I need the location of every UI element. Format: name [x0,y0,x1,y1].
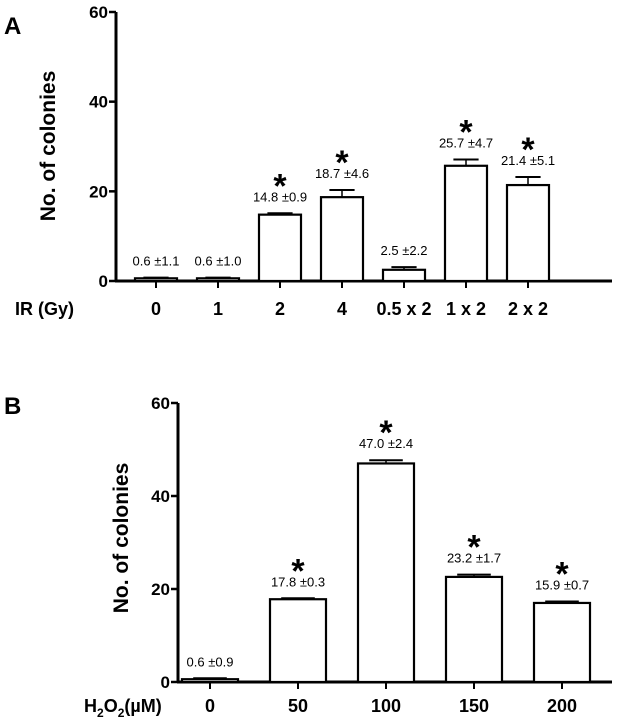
panel-b-category-label: 200 [547,696,577,716]
panel-b-bar [444,575,504,684]
panel-a-bar [381,268,427,283]
panel-a-bar [257,213,303,283]
panel-b-y-tick-label: 40 [151,487,170,506]
panel-b-bar [268,598,328,684]
panel-a-significance-star: * [521,131,535,169]
panel-b-significance-star: * [291,552,305,590]
panel-a-significance-star: * [335,144,349,182]
panel-b-significance-star: * [379,414,393,452]
panel-a-y-tick-label: 60 [89,3,108,22]
panel-b-y-tick-label: 20 [151,580,170,599]
panel-a-category-label: 2 x 2 [508,299,548,319]
panel-a-category-label: 1 x 2 [446,299,486,319]
panel-a-category-label: 4 [337,299,347,319]
panel-a-bar [195,277,241,283]
panel-b-significance-star: * [555,556,569,594]
panel-b-value-label: 47.0 ±2.4 [359,436,413,451]
panel-b-label: B [4,393,21,420]
panel-a-value-label: 0.6 ±1.0 [195,254,242,269]
panel-b-y-tick-label: 60 [151,394,170,413]
panel-a-value-label: 21.4 ±5.1 [501,153,555,168]
panel-a-bar [319,196,365,283]
panel-a-label: A [4,13,21,40]
panel-a-y-tick-label: 20 [89,182,108,201]
panel-a-y-axis-title: No. of colonies [37,71,60,222]
panel-a-value-label: 18.7 ±4.6 [315,166,369,181]
panel-a-x-prefix: IR (Gy) [15,299,74,319]
panel-b-bar [356,462,416,684]
panel-b-bar [532,601,592,684]
panel-a-significance-star: * [459,114,473,152]
panel-b-x-prefix: H2O2(µM) [84,696,162,720]
panel-b-category-label: 150 [459,696,489,716]
panel-b-category-label: 0 [205,696,215,716]
panel-b-y-axis-title: No. of colonies [110,463,133,614]
panel-b-value-label: 17.8 ±0.3 [271,574,325,589]
panel-a-bar [505,183,551,283]
panel-a-category-label: 2 [275,299,285,319]
panel-a-category-label: 0 [151,299,161,319]
panel-b-bar [180,678,240,684]
panel-b-value-label: 15.9 ±0.7 [535,578,589,593]
panel-b-significance-star: * [467,529,481,567]
panel-b-y-tick-label: 0 [161,673,170,692]
panel-a-value-label: 14.8 ±0.9 [253,189,307,204]
panel-a-value-label: 25.7 ±4.7 [439,136,493,151]
panel-a-value-label: 2.5 ±2.2 [381,243,428,258]
panel-a-y-tick-label: 0 [99,272,108,291]
panel-b-value-label: 23.2 ±1.7 [447,551,501,566]
panel-a-category-label: 0.5 x 2 [376,299,431,319]
panel-a-value-label: 0.6 ±1.1 [133,254,180,269]
panel-b-category-label: 50 [288,696,308,716]
panel-b-value-label: 0.6 ±0.9 [187,654,234,669]
panel-a-significance-star: * [273,167,287,205]
panel-a-bar [133,277,179,283]
panel-a-y-tick-label: 40 [89,93,108,112]
panel-a-bar [443,164,489,283]
panel-a-category-label: 1 [213,299,223,319]
panel-b-category-label: 100 [371,696,401,716]
